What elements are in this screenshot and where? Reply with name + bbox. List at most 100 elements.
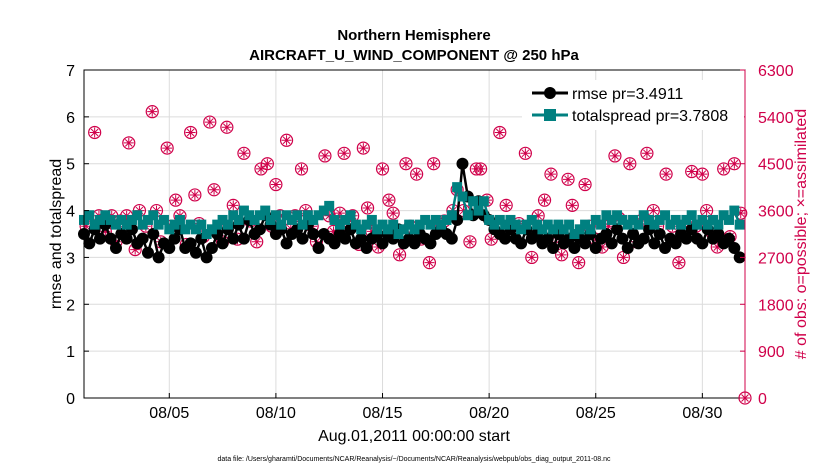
totalspread-point xyxy=(292,210,303,221)
obs-point xyxy=(695,167,709,181)
rmse-point xyxy=(733,251,746,264)
totalspread-point xyxy=(260,205,271,216)
x-tick-label: 08/05 xyxy=(149,405,189,422)
rmse-point xyxy=(723,232,736,245)
data-file-footnote: data file: /Users/gharamti/Documents/NCA… xyxy=(217,456,611,463)
rmse-point xyxy=(659,242,672,255)
rmse-point xyxy=(152,251,165,264)
rmse-point xyxy=(280,237,293,250)
totalspread-point xyxy=(222,219,233,230)
totalspread-point xyxy=(441,214,452,225)
totalspread-point xyxy=(148,210,159,221)
rmse-point xyxy=(360,242,373,255)
obs-point xyxy=(260,157,274,171)
totalspread-point xyxy=(430,214,441,225)
legend-spread-marker xyxy=(544,109,556,121)
totalspread-point xyxy=(89,219,100,230)
rmse-point xyxy=(648,237,661,250)
chart-title: Northern Hemisphere xyxy=(337,27,490,44)
totalspread-point xyxy=(468,196,479,207)
obs-point xyxy=(220,120,234,134)
totalspread-point xyxy=(180,224,191,235)
obs-point xyxy=(269,177,283,192)
rmse-point xyxy=(424,237,437,250)
totalspread-point xyxy=(142,214,153,225)
totalspread-point xyxy=(137,219,148,230)
totalspread-point xyxy=(196,219,207,230)
y-tick-label: 1 xyxy=(66,344,75,361)
totalspread-point xyxy=(281,210,292,221)
totalspread-point xyxy=(724,214,735,225)
totalspread-point xyxy=(286,214,297,225)
rmse-point xyxy=(307,228,320,240)
obs-point xyxy=(525,250,539,265)
obs-point xyxy=(160,141,174,155)
legend-spread-label: totalspread pr=3.7808 xyxy=(572,108,728,125)
totalspread-point xyxy=(169,219,180,230)
totalspread-point xyxy=(558,224,569,235)
totalspread-point xyxy=(366,214,377,225)
obs-point xyxy=(184,125,198,140)
totalspread-point xyxy=(270,210,281,221)
totalspread-point xyxy=(660,210,671,221)
rmse-point xyxy=(605,237,618,250)
totalspread-point xyxy=(164,224,175,235)
rmse-point xyxy=(568,242,581,255)
totalspread-point xyxy=(494,214,505,225)
rmse-point xyxy=(445,232,458,245)
totalspread-point xyxy=(100,210,111,221)
obs-point xyxy=(608,149,622,163)
y-axis-label: rmse and totalspread xyxy=(48,159,65,309)
obs-point xyxy=(382,193,396,207)
totalspread-point xyxy=(297,219,308,230)
rmse-point xyxy=(627,228,640,240)
totalspread-point xyxy=(153,219,164,230)
totalspread-point xyxy=(110,219,121,230)
x-tick-label: 08/20 xyxy=(469,405,509,422)
totalspread-point xyxy=(276,219,287,230)
totalspread-point xyxy=(580,219,591,230)
totalspread-point xyxy=(692,219,703,230)
obs-point xyxy=(623,157,637,171)
rmse-point xyxy=(136,232,149,245)
totalspread-point xyxy=(708,214,719,225)
rmse-point xyxy=(669,237,682,250)
axes xyxy=(83,69,752,405)
obs-point xyxy=(237,146,251,160)
totalspread-point xyxy=(361,219,372,230)
totalspread-point xyxy=(702,219,713,230)
rmse-point xyxy=(589,242,602,255)
y-tick-label: 6 xyxy=(66,110,75,127)
totalspread-point xyxy=(574,224,585,235)
rmse-point xyxy=(141,246,154,259)
rmse-point xyxy=(237,232,250,245)
totalspread-point xyxy=(228,210,239,221)
totalspread-point xyxy=(649,219,660,230)
obs-point xyxy=(226,198,240,212)
totalspread-point xyxy=(628,214,639,225)
y-tick-label: 7 xyxy=(66,63,75,80)
rmse-point xyxy=(616,232,629,245)
x-tick-label: 08/10 xyxy=(256,405,296,422)
obs-point xyxy=(700,203,714,218)
totalspread-point xyxy=(126,214,137,225)
rmse-point xyxy=(600,228,613,240)
obs-point xyxy=(659,167,673,181)
totalspread-point xyxy=(590,214,601,225)
obs-point xyxy=(474,162,488,176)
totalspread-series xyxy=(79,182,745,239)
totalspread-point xyxy=(249,214,260,225)
obs-point xyxy=(145,105,159,119)
obs-zero-marker xyxy=(738,391,752,405)
totalspread-point xyxy=(398,224,409,235)
totalspread-point xyxy=(318,205,329,216)
rmse-point xyxy=(637,232,650,245)
totalspread-point xyxy=(681,214,692,225)
totalspread-point xyxy=(254,210,265,221)
obs-point xyxy=(544,167,558,181)
totalspread-point xyxy=(505,214,516,225)
rmse-point xyxy=(184,237,197,250)
totalspread-point xyxy=(617,214,628,225)
rmse-point xyxy=(696,237,709,250)
